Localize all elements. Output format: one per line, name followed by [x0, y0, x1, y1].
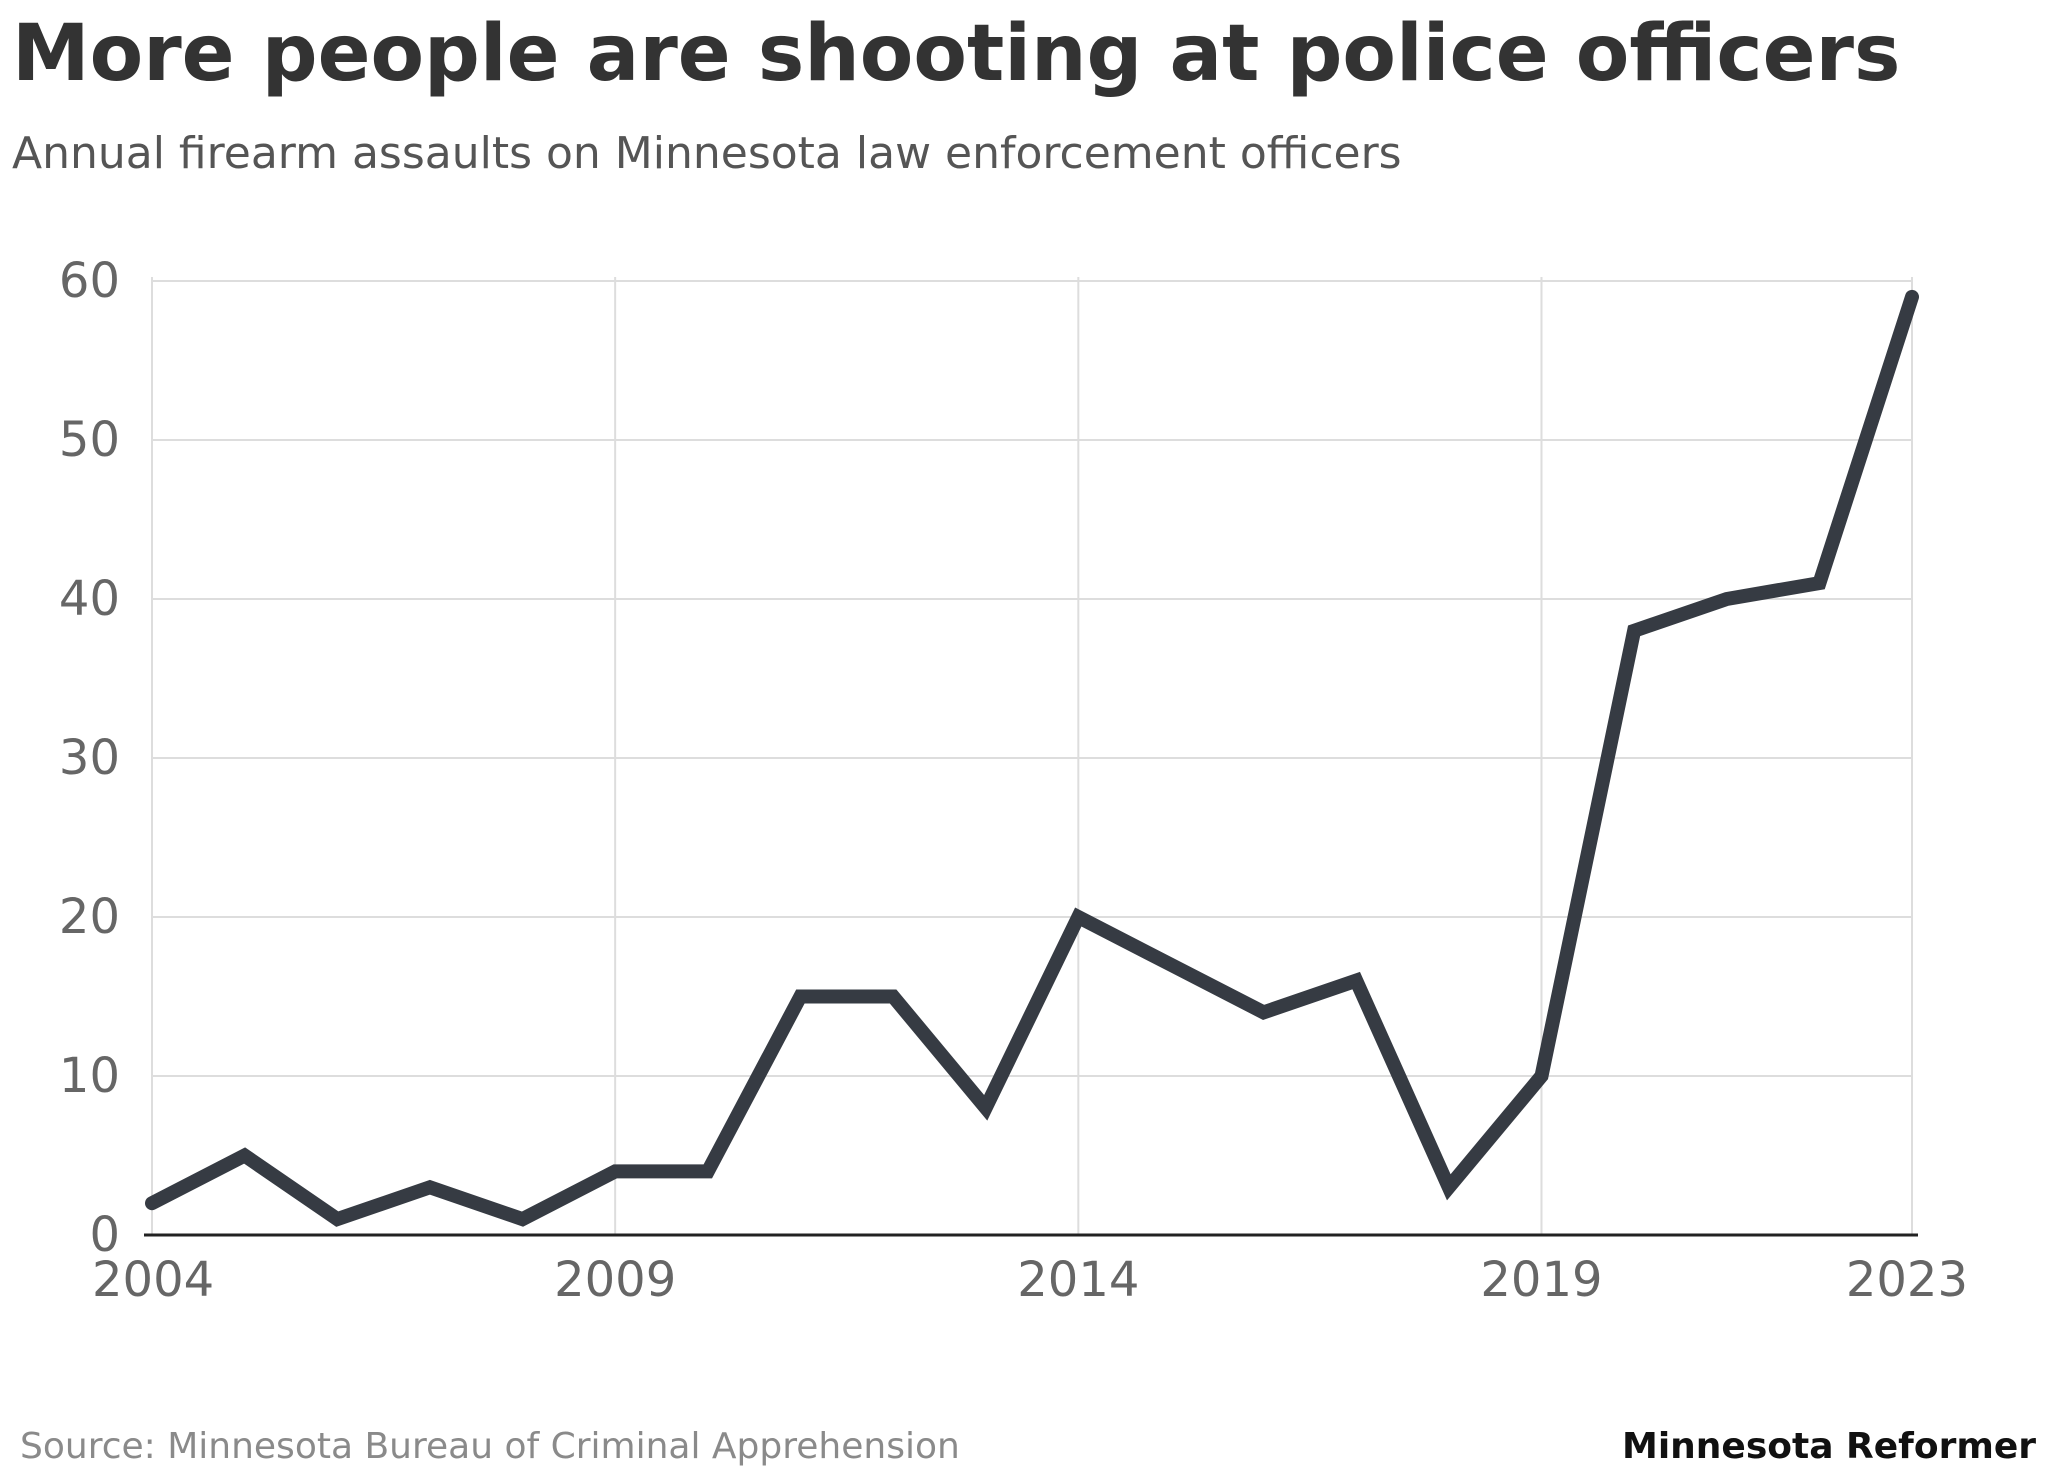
y-tick-label-50: 50 — [59, 412, 120, 468]
vertical-gridlines — [151, 277, 1913, 1235]
chart-subtitle: Annual firearm assaults on Minnesota law… — [12, 128, 1402, 179]
series-line-firearm-assaults — [145, 289, 1919, 1227]
x-axis-tick-labels: 2004 2009 2014 2019 2023 — [92, 1252, 1968, 1308]
y-tick-label-20: 20 — [59, 889, 120, 945]
y-tick-label-60: 60 — [59, 253, 120, 309]
x-tick-label-2019: 2019 — [1480, 1252, 1602, 1308]
y-tick-label-10: 10 — [59, 1048, 120, 1104]
y-tick-label-0: 0 — [89, 1207, 120, 1263]
y-tick-label-30: 30 — [59, 730, 120, 786]
y-axis-tick-labels: 0 10 20 30 40 50 60 — [59, 253, 120, 1263]
x-tick-label-2004: 2004 — [92, 1252, 214, 1308]
y-tick-label-40: 40 — [59, 571, 120, 627]
line-chart: 0 10 20 30 40 50 60 2004 2009 2014 2019 2023 — [59, 253, 1968, 1308]
source-note: Source: Minnesota Bureau of Criminal App… — [20, 1426, 960, 1467]
x-tick-label-2014: 2014 — [1017, 1252, 1139, 1308]
horizontal-gridlines — [152, 280, 1912, 1077]
x-tick-label-2023: 2023 — [1846, 1252, 1968, 1308]
chart-title: More people are shooting at police offic… — [12, 9, 1901, 99]
publisher-logo-text: Minnesota Reformer — [1622, 1426, 2036, 1467]
x-tick-label-2009: 2009 — [554, 1252, 676, 1308]
